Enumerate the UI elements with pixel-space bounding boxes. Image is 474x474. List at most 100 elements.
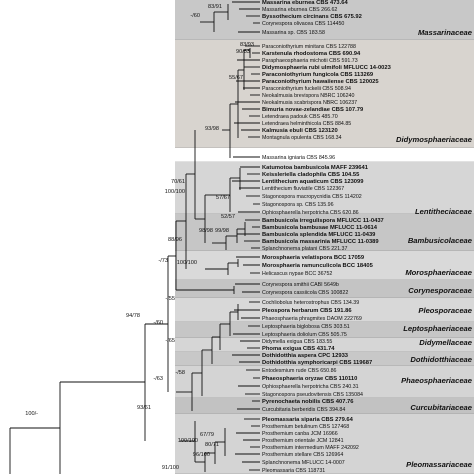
support-value: 93/98: [205, 126, 219, 132]
support-value: 52/57: [221, 214, 235, 220]
support-value: 88/96: [168, 237, 182, 243]
family-label: Didymosphaeriaceae: [396, 135, 473, 144]
taxon-label: Dothidotthia aspera CPC 12933: [262, 353, 349, 359]
taxon-label: Pleospora herbarum CBS 191.86: [262, 308, 352, 314]
taxon-label: Karstenula rhodostoma CBS 690.94: [262, 51, 361, 57]
family-band: [175, 352, 474, 366]
family-band: [175, 280, 474, 298]
taxon-label: Dothidotthia symphoricarpi CBS 119687: [262, 360, 372, 366]
taxon-label: Lentithecium aquaticum CBS 123099: [262, 179, 364, 185]
taxon-label: Ophiosphaerella herpotricha CBS 620.86: [262, 210, 359, 216]
support-value: 70/61: [171, 179, 185, 185]
taxon-label: Bimuria novae-zelandiae CBS 107.79: [262, 107, 364, 113]
support-value: -/60: [190, 13, 200, 19]
taxon-label: Didymosphaeria rubi ulmifoli MFLUCC 14-0…: [262, 65, 392, 71]
taxon-label: Massarina sp. CBS 183.58: [262, 30, 325, 36]
taxon-label: Massarina eburnea CBS 266.62: [262, 7, 337, 13]
taxon-label: Stagonospora pseudovitensis CBS 135084: [262, 392, 363, 398]
family-label: Morosphaeriaceae: [405, 268, 472, 277]
taxon-label: Bambusicola bambusae MFLUCC 11-0614: [262, 225, 378, 231]
support-value: 90/83: [236, 49, 250, 55]
taxon-label: Curcubitaria berberidis CBS 394.84: [262, 407, 345, 413]
support-value: 100/100: [165, 189, 185, 195]
taxon-label: Massarina eburnea CBS 473.64: [262, 0, 348, 6]
taxon-label: Lentithecium fluviatile CBS 122367: [262, 186, 344, 192]
taxon-label: Massarina igniaria CBS 845.96: [262, 155, 335, 161]
taxon-label: Letendraea helminthicola CBS 884.85: [262, 121, 351, 127]
taxon-label: Ophiosphaerella herpotricha CBS 240.31: [262, 384, 359, 390]
taxon-label: Corynespora cassiicola CBS 100822: [262, 290, 348, 296]
support-value: -/58: [175, 370, 185, 376]
taxon-label: Phaeosphaeria oryzae CBS 110110: [262, 376, 357, 382]
taxon-label: Morosphaeria velatispora BCC 17059: [262, 255, 365, 261]
family-band: [175, 0, 474, 40]
support-value: -/73: [158, 258, 168, 264]
taxon-label: Paraconiothyrium fuckelii CBS 508.94: [262, 86, 351, 92]
taxon-label: Morosphaeria ramunculicola BCC 18405: [262, 263, 374, 269]
family-label: Phaeosphaeriaceae: [401, 376, 473, 385]
taxon-label: Corynespora smithii CABI 5649b: [262, 282, 339, 288]
taxon-label: Splanchnonema platani CBS 221.37: [262, 246, 347, 252]
taxon-label: Leptosphaeria biglobosa CBS 303.51: [262, 324, 350, 330]
family-label: Massarinaceae: [418, 28, 473, 37]
taxon-label: Neokalmusia scabrispora NBRC 106237: [262, 100, 357, 106]
support-value: -/65: [165, 338, 175, 344]
family-band: [175, 214, 474, 251]
taxon-label: Prosthemium intermedium MAFF 242092: [262, 445, 359, 451]
taxon-label: Paraconiothyrium minitans CBS 122788: [262, 44, 356, 50]
support-value: 93/61: [137, 405, 151, 411]
family-band: [175, 338, 474, 352]
taxon-label: Leptosphaeria doliolum CBS 505.75: [262, 332, 347, 338]
family-label: Dothidotthiaceae: [410, 355, 472, 364]
taxon-label: Kalmusia ebuli CBS 123120: [262, 128, 338, 134]
family-label: Lentitheciaceae: [415, 207, 473, 216]
taxon-label: Paraconiothyrium fungicola CBS 113269: [262, 72, 374, 78]
support-value: -/55: [165, 296, 175, 302]
taxon-label: Phoma exigua CBS 431.74: [262, 346, 335, 352]
family-label: Pleomassariaceae: [406, 460, 473, 469]
support-value: 55/67: [229, 75, 243, 81]
family-band: [175, 148, 474, 162]
taxon-label: Splanchnonema MFLUCC 14-0007: [262, 460, 345, 466]
taxon-label: Keissleriella cladophila CBS 104.55: [262, 172, 360, 178]
taxon-label: Paraphaeosphaeria michotii CBS 591.73: [262, 58, 358, 64]
family-label: Leptosphaeriaceae: [403, 324, 473, 333]
taxon-label: Katumotoa bambusicola MAFF 239641: [262, 165, 369, 171]
taxon-label: Pleomassaria CBS 118731: [262, 468, 325, 474]
support-value: 67/79: [200, 432, 214, 438]
support-value: -/63: [153, 376, 163, 382]
taxon-label: Neokalmusia brevispora NBRC 106240: [262, 93, 355, 99]
support-value: 80/71: [205, 442, 219, 448]
support-value: 98/98: [199, 228, 213, 234]
family-band: [175, 162, 474, 214]
family-band: [175, 366, 474, 398]
taxon-label: Prosthemium betulinum CBS 127468: [262, 424, 349, 430]
taxon-label: Phaeosphaeria phragmites DAOM 222769: [262, 316, 362, 322]
taxon-label: Paraconiothyrium hawaiiense CBS 120025: [262, 79, 379, 85]
taxon-label: Letendraea padouk CBS 485.70: [262, 114, 338, 120]
taxon-label: Pleomassaria siparia CBS 279.64: [262, 417, 354, 423]
taxon-label: Bambusicola splendida MFLUCC 11-0439: [262, 232, 376, 238]
taxon-label: Prosthemium canba JCM 16966: [262, 431, 338, 437]
support-value: 100/-: [25, 411, 38, 417]
support-value: 100/100: [178, 438, 198, 444]
support-value: 96/100: [193, 452, 210, 458]
taxon-label: Prosthemium orientale JCM 12841: [262, 438, 344, 444]
family-label: Bambusicolaceae: [408, 236, 473, 245]
family-label: Curcubitariaceae: [410, 403, 472, 412]
taxon-label: Stagonospora macropycnidia CBS 114202: [262, 194, 362, 200]
taxon-label: Cochliobolus heterostrophus CBS 134.39: [262, 300, 359, 306]
taxon-label: Helicascus nypae BCC 36752: [262, 271, 332, 277]
taxon-label: Bambusicola massarinia MFLUCC 11-0389: [262, 239, 379, 245]
support-value: -/60: [153, 320, 163, 326]
taxon-label: Didymella exigua CBS 183.55: [262, 339, 332, 345]
taxon-label: Montagnula opulenta CBS 168.34: [262, 135, 342, 141]
taxon-label: Byssothecium circinans CBS 675.92: [262, 14, 362, 20]
family-label: Corynesporaceae: [408, 286, 473, 295]
taxon-label: Stagonospora sp. CBS 135.96: [262, 202, 334, 208]
taxon-label: Prosthemium stellare CBS 126964: [262, 452, 343, 458]
taxon-label: Pyrenochaeta nobilis CBS 407.76: [262, 399, 354, 405]
taxon-label: Entodesmium rude CBS 650.86: [262, 368, 337, 374]
